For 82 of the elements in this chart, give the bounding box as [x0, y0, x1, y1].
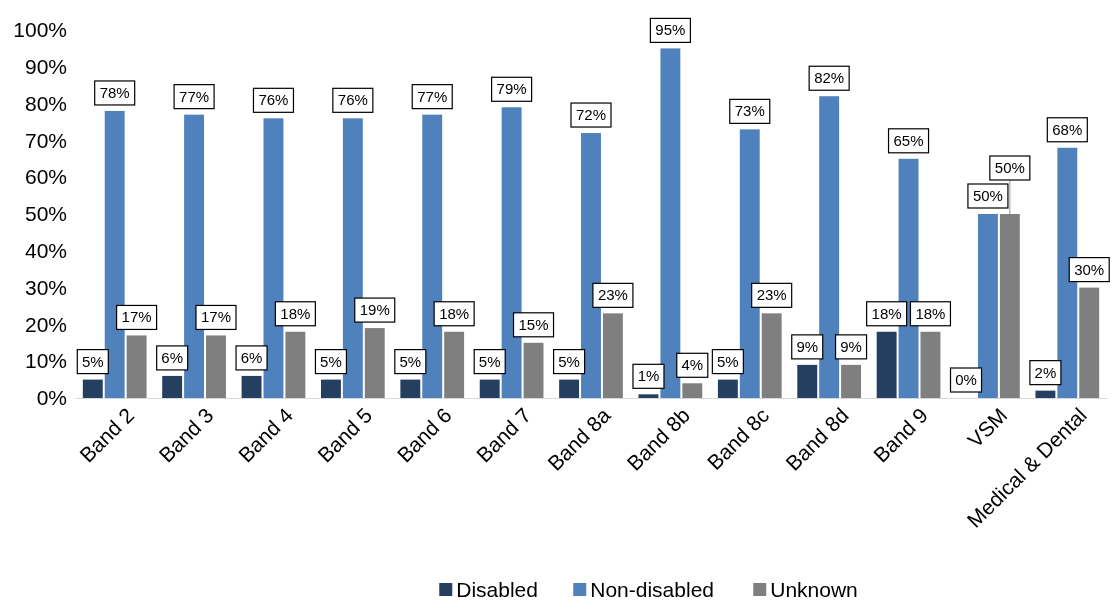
bar	[206, 335, 226, 398]
data-label: 19%	[359, 301, 390, 319]
data-label: 72%	[575, 106, 607, 124]
bar	[761, 313, 782, 398]
bar	[602, 313, 623, 398]
bar	[162, 375, 183, 398]
data-label: 65%	[893, 131, 924, 149]
bar	[1035, 390, 1056, 398]
data-label: 5%	[478, 352, 501, 370]
data-label: 77%	[179, 87, 210, 105]
bar	[523, 342, 544, 398]
data-label: 17%	[121, 308, 152, 326]
data-label: 82%	[814, 69, 845, 87]
legend-label: Non-disabled	[590, 578, 714, 601]
data-label: 5%	[81, 352, 104, 370]
data-label: 5%	[558, 352, 580, 370]
bar	[819, 96, 840, 398]
legend-label: Unknown	[770, 578, 858, 601]
data-label: 78%	[99, 83, 130, 101]
y-tick-label: 90%	[24, 55, 67, 79]
bar	[977, 214, 998, 398]
data-label: 68%	[1052, 120, 1083, 138]
bar	[285, 331, 306, 398]
bar	[241, 375, 262, 398]
data-label: 95%	[655, 21, 686, 39]
y-tick-label: 0%	[36, 386, 67, 410]
y-tick-label: 40%	[24, 239, 67, 263]
bar	[320, 379, 341, 398]
legend-label: Disabled	[456, 578, 538, 601]
data-label: 15%	[518, 315, 549, 333]
y-tick-label: 30%	[24, 275, 67, 299]
data-label: 5%	[399, 352, 422, 370]
data-label: 6%	[240, 348, 263, 366]
y-tick-label: 70%	[24, 128, 67, 152]
bar	[638, 394, 659, 398]
bar	[126, 335, 147, 398]
y-tick-label: 80%	[24, 91, 67, 115]
bar	[841, 364, 862, 398]
data-label: 23%	[597, 286, 628, 304]
bar	[82, 379, 103, 398]
bar	[717, 379, 738, 398]
data-label: 50%	[972, 187, 1003, 204]
bar	[876, 331, 897, 398]
data-label: 9%	[796, 337, 819, 355]
y-tick-label: 60%	[24, 165, 67, 189]
y-tick-label: 100%	[13, 18, 67, 42]
data-label: 76%	[258, 91, 289, 109]
data-label: 23%	[756, 286, 787, 304]
data-label: 2%	[1034, 363, 1057, 381]
data-label: 18%	[915, 304, 946, 322]
bar	[920, 331, 941, 398]
data-label: 30%	[1074, 260, 1105, 278]
data-label: 5%	[320, 352, 342, 370]
bar	[444, 331, 465, 398]
bar	[559, 379, 580, 398]
data-label: 76%	[337, 91, 368, 109]
data-label: 50%	[994, 159, 1025, 176]
data-label: 18%	[439, 304, 470, 322]
data-label: 73%	[734, 102, 765, 120]
bar	[682, 383, 703, 398]
data-label: 77%	[417, 87, 448, 105]
bar	[400, 379, 421, 398]
data-label: 79%	[496, 80, 527, 98]
bar	[999, 214, 1020, 398]
y-tick-label: 20%	[24, 312, 67, 336]
bar	[797, 364, 818, 398]
bar	[1079, 287, 1100, 398]
y-tick-label: 50%	[24, 202, 67, 226]
bar	[364, 328, 385, 398]
data-label: 6%	[161, 348, 184, 366]
bar	[660, 48, 681, 398]
data-label: 5%	[717, 352, 739, 370]
data-label: 18%	[280, 304, 311, 322]
data-label: 1%	[637, 367, 660, 385]
data-label: 9%	[840, 337, 862, 355]
data-label: 17%	[200, 308, 231, 326]
bar	[342, 118, 363, 398]
y-tick-label: 10%	[24, 349, 67, 373]
data-label: 0%	[955, 371, 977, 388]
bar	[479, 379, 500, 398]
data-label: 18%	[871, 304, 902, 322]
data-label: 4%	[681, 356, 704, 374]
